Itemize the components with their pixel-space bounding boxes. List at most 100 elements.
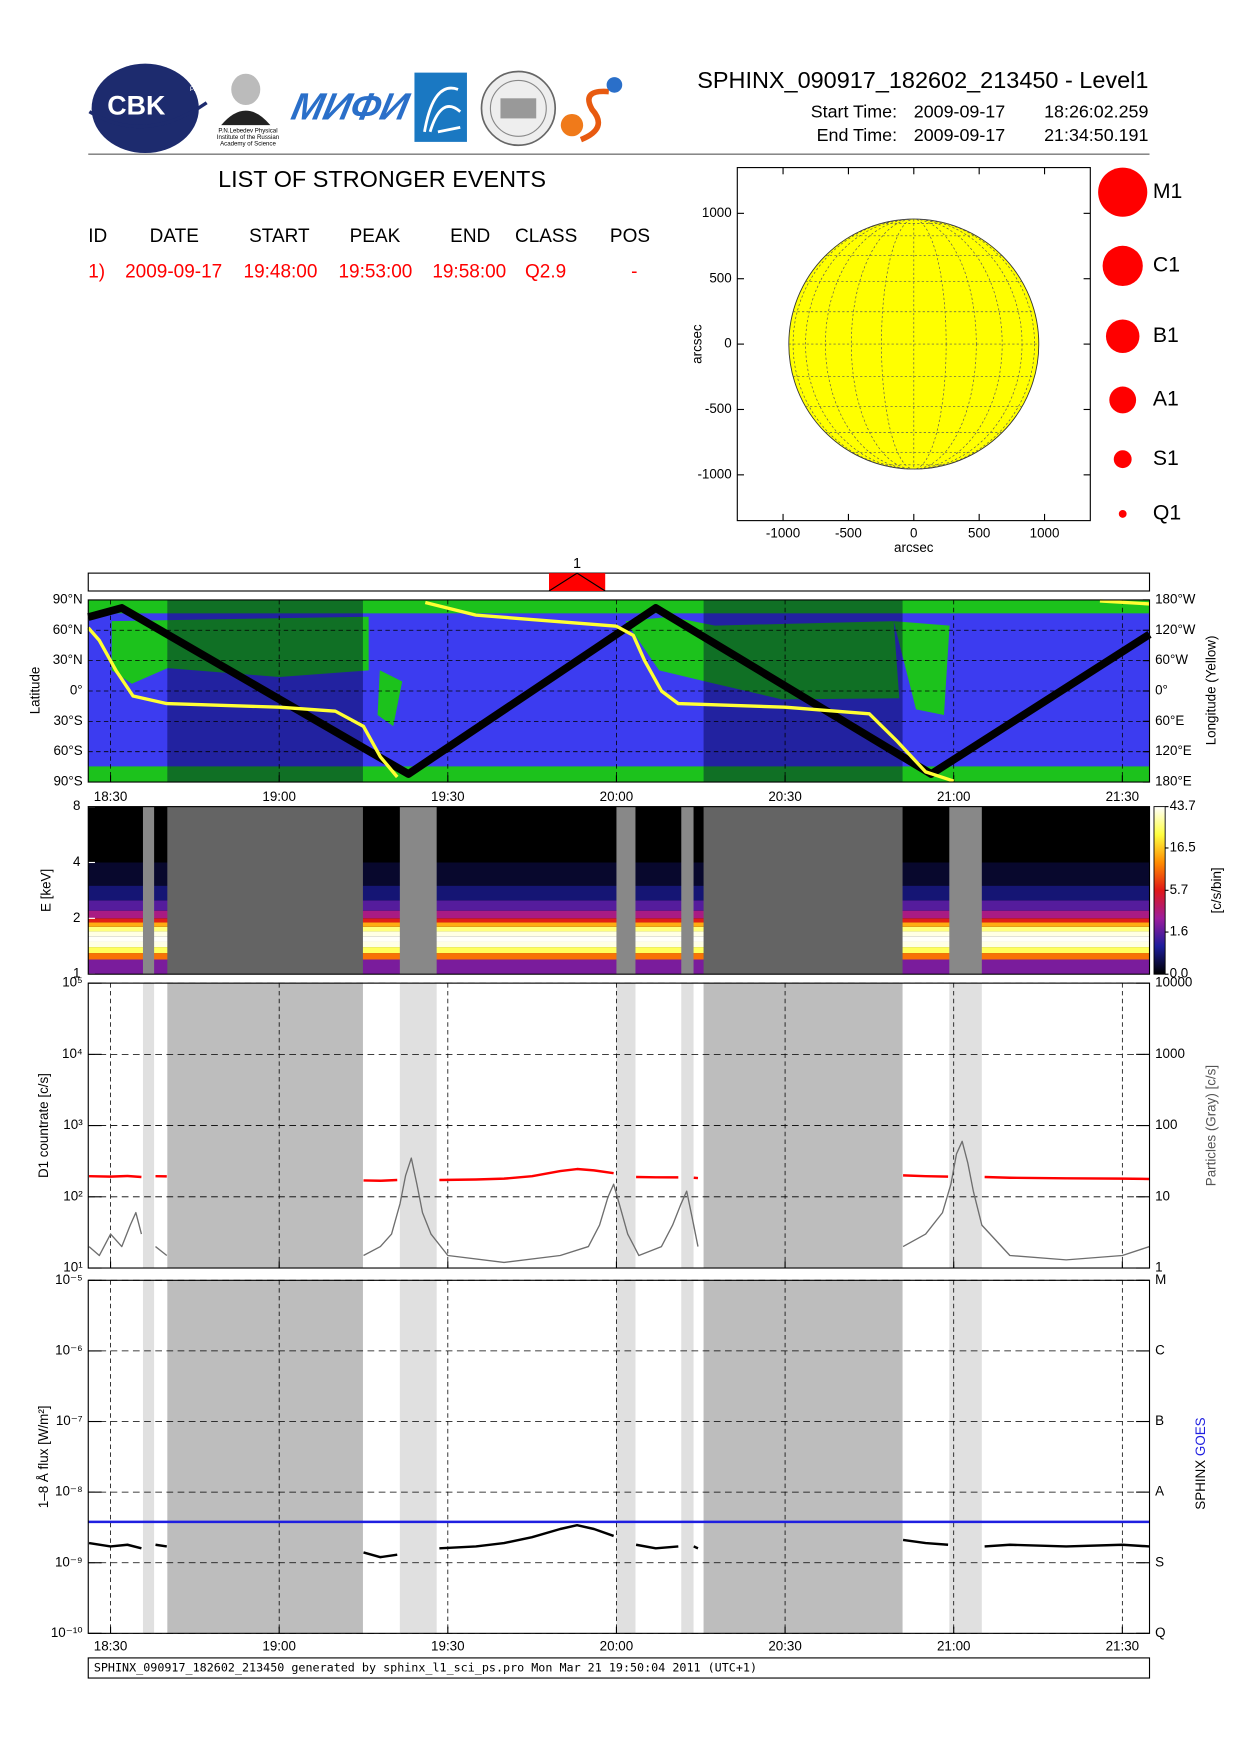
y2-tick-label: 1000 bbox=[1155, 1046, 1185, 1061]
colorbar-tick-label: 43.7 bbox=[1170, 798, 1196, 813]
end-date: 2009-09-17 bbox=[914, 125, 1005, 145]
logo-cbk: CBK PAN bbox=[88, 63, 208, 154]
table-header: POS bbox=[610, 226, 650, 247]
y2-tick-label: 120°E bbox=[1155, 743, 1192, 758]
x-tick-label: 21:00 bbox=[937, 789, 971, 804]
legend-marker bbox=[1109, 386, 1137, 414]
y2-tick-label: 1 bbox=[1155, 1260, 1162, 1275]
map-land bbox=[377, 670, 403, 727]
legend-label: Q1 bbox=[1153, 502, 1181, 525]
logo-text: P.N.Lebedev Physical bbox=[218, 127, 277, 134]
timeline-frame bbox=[87, 572, 1151, 592]
colorbar-tick-label: 0.0 bbox=[1170, 966, 1189, 981]
x-tick-label: 18:30 bbox=[94, 789, 128, 804]
y-tick-label: 10⁻⁶ bbox=[55, 1342, 82, 1357]
logo-mifi: МИФИ bbox=[288, 86, 414, 129]
y-tick-label: 10⁵ bbox=[62, 975, 82, 990]
y-tick-label: 10⁻¹⁰ bbox=[51, 1625, 83, 1640]
end-time: 21:34:50.191 bbox=[1044, 125, 1148, 145]
logo-text: PAN bbox=[190, 86, 203, 93]
y-tick-label: 0 bbox=[724, 336, 731, 351]
logo-shape bbox=[489, 79, 547, 137]
legend-marker bbox=[1113, 450, 1132, 469]
y-tick-label: 30°N bbox=[53, 652, 83, 667]
y-tick-label: 60°S bbox=[53, 743, 82, 758]
y2-tick-label: 60°E bbox=[1155, 713, 1184, 728]
logo-shape bbox=[560, 113, 584, 137]
y2-tick-label: M bbox=[1155, 1272, 1166, 1287]
shaded-interval bbox=[167, 1280, 363, 1634]
footer-box bbox=[87, 1657, 1151, 1679]
shaded-interval bbox=[142, 806, 155, 975]
disk-meridian bbox=[792, 218, 1035, 470]
logo-text: Academy of Science bbox=[220, 141, 276, 148]
y-tick-label: 90°S bbox=[53, 774, 82, 789]
shaded-interval bbox=[616, 1280, 636, 1634]
y-tick-label: 10¹ bbox=[63, 1260, 83, 1275]
report-title: SPHINX_090917_182602_213450 - Level1 bbox=[697, 67, 1148, 93]
start-date: 2009-09-17 bbox=[914, 102, 1005, 122]
plot-frame bbox=[87, 1279, 1151, 1634]
x-tick-label: 20:00 bbox=[600, 1638, 634, 1653]
colorbar-tick-label: 1.6 bbox=[1170, 924, 1189, 939]
event-peak bbox=[548, 572, 606, 592]
colorbar bbox=[1153, 806, 1166, 975]
x-tick-label: 20:00 bbox=[600, 789, 634, 804]
event-span bbox=[548, 573, 606, 591]
logo-shape bbox=[500, 98, 537, 119]
data-line bbox=[89, 1167, 1150, 1182]
x-tick-label: 1000 bbox=[1030, 526, 1060, 541]
legend-label: S1 bbox=[1153, 447, 1179, 470]
logo-shape bbox=[91, 63, 199, 154]
x-tick-label: 19:00 bbox=[262, 1638, 296, 1653]
y-tick-label: 10³ bbox=[63, 1117, 83, 1132]
table-header: CLASS bbox=[515, 226, 577, 247]
y-tick-label: 10⁻⁸ bbox=[55, 1484, 83, 1499]
table-cell: 19:58:00 bbox=[432, 262, 506, 283]
map-land bbox=[625, 616, 900, 700]
x-axis-label: arcsec bbox=[894, 540, 934, 555]
logo-shape bbox=[231, 73, 261, 106]
y2-tick-label: 180°W bbox=[1155, 591, 1196, 606]
logo-sphinx bbox=[560, 77, 623, 143]
table-header: START bbox=[249, 226, 310, 247]
y-tick-label: 4 bbox=[73, 854, 81, 869]
legend-marker bbox=[1098, 167, 1148, 217]
table-header: END bbox=[450, 226, 490, 247]
footer: SPHINX_090917_182602_213450 generated by… bbox=[94, 1660, 757, 1674]
map-land bbox=[111, 616, 369, 684]
plot-frame bbox=[87, 806, 1151, 975]
shaded-interval bbox=[681, 806, 694, 975]
colorbar-tick-label: 16.5 bbox=[1170, 840, 1196, 855]
colorbar-label: [c/s/bin] bbox=[1209, 867, 1224, 913]
disk-meridian bbox=[850, 218, 977, 470]
data-line bbox=[86, 599, 1150, 783]
y-axis-label: arcsec bbox=[690, 324, 705, 364]
y-tick-label: -1000 bbox=[697, 466, 731, 481]
logo-shape bbox=[606, 77, 623, 93]
table-header: ID bbox=[88, 226, 107, 247]
legend-entry: SPHINX bbox=[1192, 1460, 1207, 1510]
end-label: End Time: bbox=[817, 125, 897, 145]
legend-marker bbox=[1105, 319, 1140, 354]
shaded-interval bbox=[399, 806, 437, 975]
shaded-interval bbox=[142, 1280, 155, 1634]
map-land bbox=[88, 766, 1150, 783]
start-label: Start Time: bbox=[811, 102, 897, 122]
logo-lebedev: P.N.Lebedev Physical Institute of the Ru… bbox=[217, 73, 280, 148]
y2-tick-label: A bbox=[1155, 1484, 1164, 1499]
data-line bbox=[88, 1523, 1150, 1559]
start-time: 18:26:02.259 bbox=[1044, 102, 1148, 122]
y2-tick-label: C bbox=[1155, 1342, 1165, 1357]
y-axis-label: E [keV] bbox=[38, 869, 53, 912]
colorbar-tick-label: 5.7 bbox=[1170, 882, 1189, 897]
y-axis-label: Latitude bbox=[27, 667, 42, 715]
y-tick-label: 60°N bbox=[53, 622, 83, 637]
y-tick-label: 90°N bbox=[53, 591, 83, 606]
y-axis-label: D1 countrate [c/s] bbox=[36, 1073, 51, 1178]
x-tick-label: 20:30 bbox=[768, 789, 802, 804]
x-tick-label: -1000 bbox=[766, 526, 800, 541]
shaded-interval bbox=[681, 1280, 694, 1634]
